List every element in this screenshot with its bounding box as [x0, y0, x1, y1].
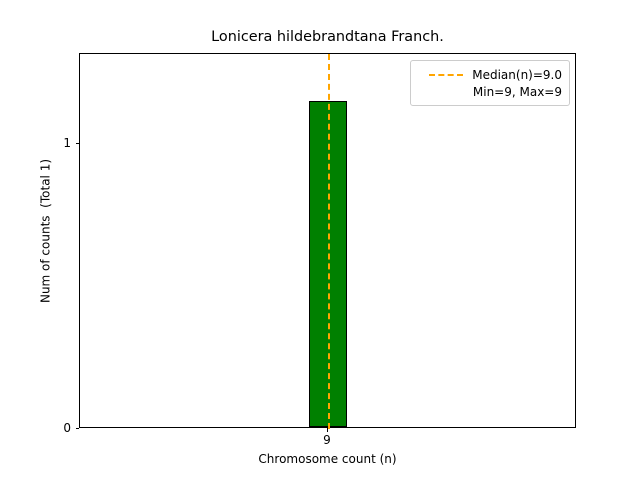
y-axis-label: Num of counts (Total 1) — [38, 158, 53, 304]
ytick-label-1: 1 — [63, 136, 71, 150]
plot-area — [79, 53, 576, 429]
legend-dashed-line-icon — [429, 73, 464, 76]
median-line — [328, 54, 330, 429]
legend-entry-minmax: Min=9, Max=9 — [418, 83, 562, 100]
legend-label-median: Median(n)=9.0 — [472, 67, 562, 82]
ytick-label-0: 0 — [63, 421, 71, 435]
x-axis-label: Chromosome count (n) — [258, 452, 397, 466]
chart-title: Lonicera hildebrandtana Franch. — [211, 29, 444, 45]
ytick-mark-1 — [75, 142, 79, 144]
xtick-mark-9 — [326, 428, 328, 432]
legend-entry-median: Median(n)=9.0 — [418, 66, 562, 83]
ytick-mark-0 — [75, 427, 79, 429]
legend: Median(n)=9.0 Min=9, Max=9 — [410, 60, 570, 106]
y-axis-label-container: Num of counts (Total 1) — [37, 44, 55, 419]
legend-label-minmax: Min=9, Max=9 — [472, 84, 562, 99]
xtick-label-9: 9 — [323, 433, 331, 447]
